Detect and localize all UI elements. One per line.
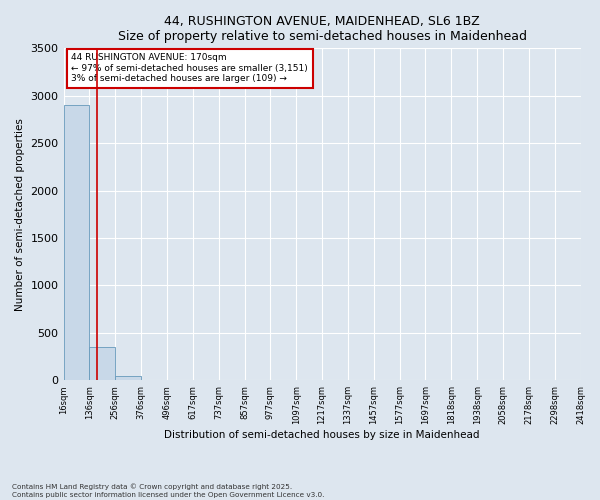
Bar — [115, 376, 141, 380]
X-axis label: Distribution of semi-detached houses by size in Maidenhead: Distribution of semi-detached houses by … — [164, 430, 480, 440]
Y-axis label: Number of semi-detached properties: Number of semi-detached properties — [15, 118, 25, 311]
Text: 44 RUSHINGTON AVENUE: 170sqm
← 97% of semi-detached houses are smaller (3,151)
3: 44 RUSHINGTON AVENUE: 170sqm ← 97% of se… — [71, 54, 308, 83]
Bar — [89, 347, 115, 380]
Text: Contains HM Land Registry data © Crown copyright and database right 2025.
Contai: Contains HM Land Registry data © Crown c… — [12, 484, 325, 498]
Bar — [64, 105, 89, 380]
Title: 44, RUSHINGTON AVENUE, MAIDENHEAD, SL6 1BZ
Size of property relative to semi-det: 44, RUSHINGTON AVENUE, MAIDENHEAD, SL6 1… — [118, 15, 527, 43]
